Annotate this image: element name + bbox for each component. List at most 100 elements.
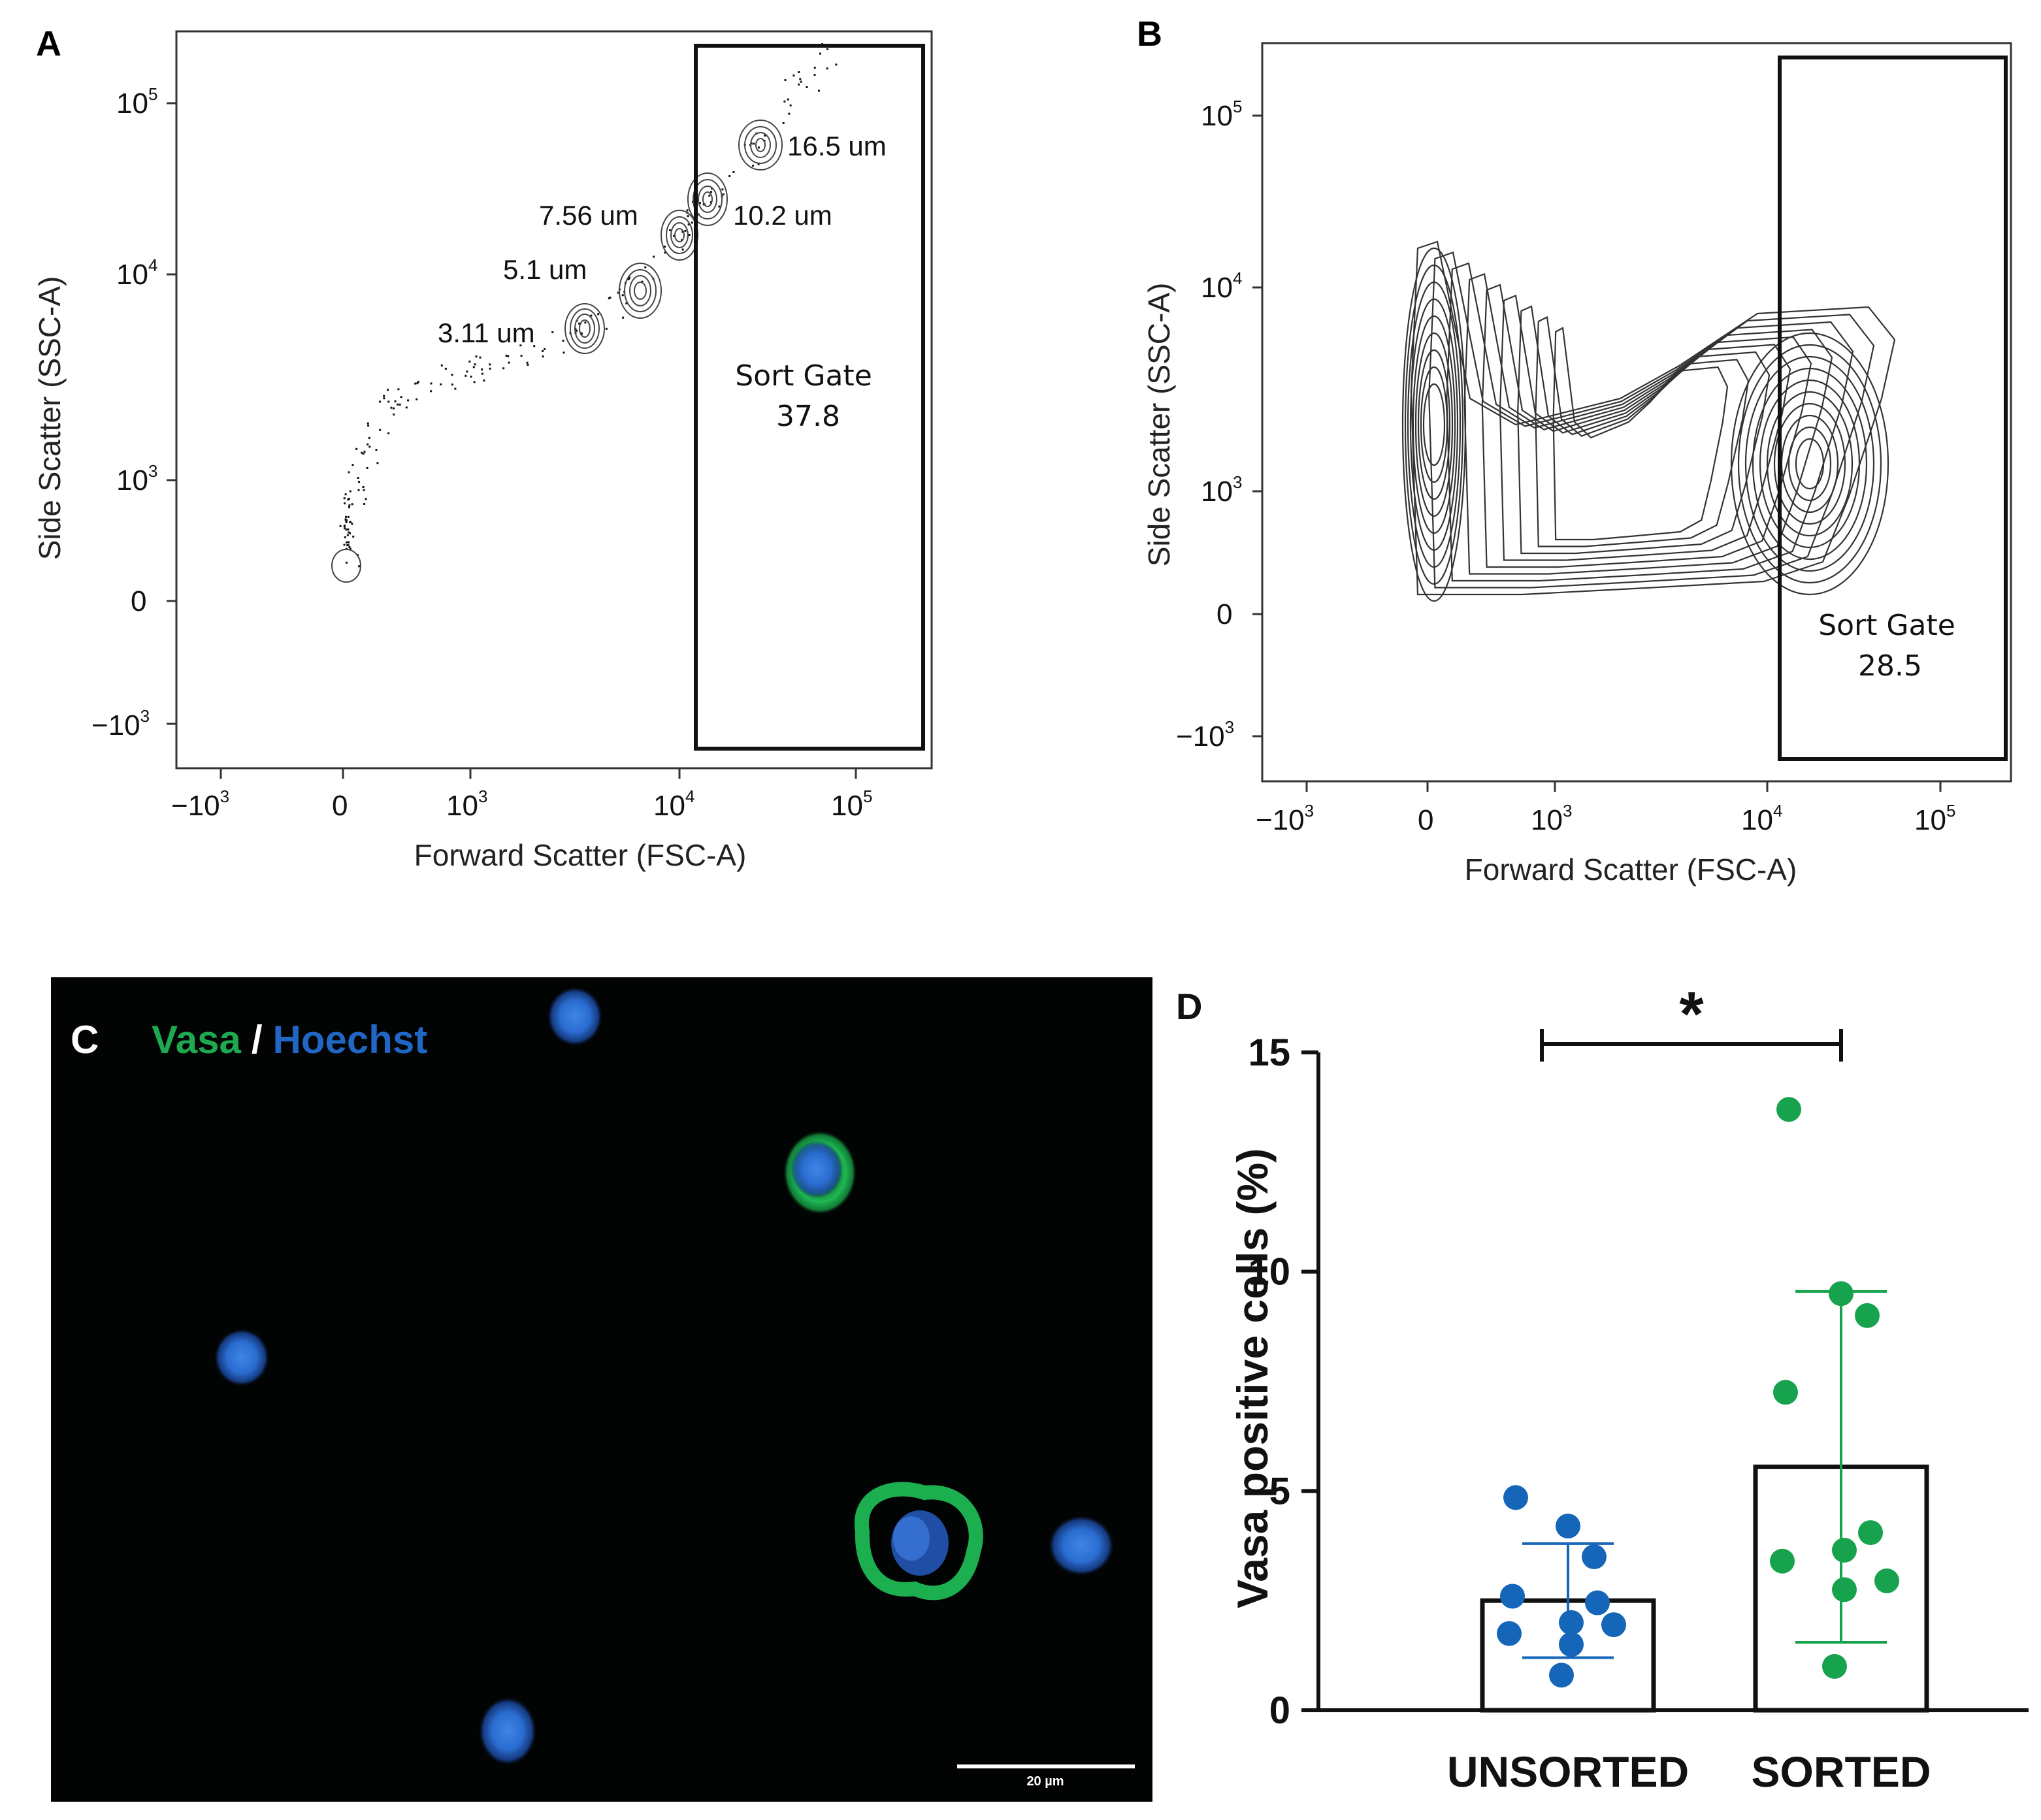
event-dot [347, 498, 350, 501]
data-point-unsorted [1503, 1485, 1528, 1510]
b-ytick-1e3: 103 [1201, 472, 1242, 508]
data-point-unsorted [1497, 1621, 1522, 1646]
event-dot [394, 400, 397, 402]
event-dot [764, 135, 766, 137]
event-dot [664, 246, 666, 248]
event-dot [363, 503, 366, 505]
event-dot [361, 451, 363, 454]
panel-b-x-ticks [1305, 781, 1942, 792]
event-dot [339, 525, 342, 527]
density-contour [1535, 316, 1750, 547]
data-point-unsorted [1582, 1544, 1607, 1570]
event-dot [358, 481, 361, 483]
event-dot [451, 383, 453, 386]
event-dot [481, 372, 483, 375]
panel-b: B Sort Gate 28.5 105 104 103 0 −103 −103… [1137, 14, 2012, 886]
panel-a-plot-frame [175, 30, 933, 770]
panel-a-gate-name: Sort Gate [735, 359, 872, 393]
event-dot [468, 361, 471, 363]
b-ytick-neg1e3: −103 [1176, 717, 1234, 753]
category-label-unsorted: UNSORTED [1447, 1747, 1689, 1796]
b-xtick-1e3: 103 [1531, 801, 1572, 836]
panel-a-y-tick-labels: 105 104 103 0 −103 [91, 84, 157, 741]
event-dot [519, 344, 522, 347]
density-contour [1499, 294, 1791, 561]
event-dot [544, 348, 546, 350]
event-dot [343, 497, 346, 500]
event-dot [508, 361, 510, 364]
event-dot [357, 489, 360, 491]
cell-nucleus-2 [214, 1329, 269, 1386]
event-dot [789, 104, 792, 106]
event-dot [792, 74, 795, 77]
panel-d-significance-bracket [1540, 1029, 1843, 1062]
panel-d-significance-star: * [1679, 979, 1704, 1049]
event-dot [367, 443, 369, 446]
bead-cluster-16um [738, 120, 783, 171]
data-point-sorted [1822, 1653, 1847, 1679]
event-dot [347, 528, 350, 530]
event-dot [387, 432, 390, 434]
event-dot [681, 248, 684, 251]
event-dot [444, 367, 447, 370]
panel-b-y-ticks [1252, 114, 1262, 738]
panel-a-letter: A [36, 24, 61, 63]
event-dot [721, 188, 724, 191]
event-dot [687, 215, 689, 218]
event-dot [472, 366, 475, 368]
event-dot [379, 400, 381, 403]
event-dot [835, 63, 838, 66]
event-dot [376, 462, 379, 464]
event-dot [347, 515, 350, 518]
panel-d-ylabel: Vasa positive cells (%) [1228, 1148, 1277, 1608]
density-contour-peak [1759, 379, 1861, 549]
density-contour-peak [1752, 367, 1868, 561]
event-dot [345, 521, 348, 523]
panel-d: D 0 5 10 15 UNSORTED SORTED * Vasa positive … [1176, 979, 2029, 1796]
event-dot [379, 429, 382, 431]
event-dot [474, 363, 476, 366]
density-contour-debris [1401, 247, 1467, 602]
cell-vasa-positive-1 [783, 1131, 857, 1214]
event-dot [430, 390, 433, 393]
event-dot [363, 489, 365, 491]
event-dot [390, 406, 393, 409]
y-tick-label: 5 [1269, 1470, 1290, 1512]
panel-c: C Vasa / Hoechst 20 µm [51, 977, 1152, 1802]
scale-bar-label: 20 µm [1026, 1774, 1064, 1789]
event-dot [782, 122, 785, 124]
bead-label-16um: 16.5 um [787, 131, 887, 161]
panel-b-y-tick-labels: 105 104 103 0 −103 [1176, 97, 1242, 753]
event-dot [365, 498, 367, 500]
y-tick-label: 0 [1269, 1689, 1290, 1732]
event-dot [451, 374, 453, 376]
category-label-sorted: SORTED [1751, 1747, 1931, 1796]
data-point-sorted [1832, 1577, 1857, 1602]
event-dot [343, 544, 346, 546]
event-dot [352, 535, 355, 538]
event-dot [349, 490, 351, 493]
b-xtick-1e4: 104 [1741, 801, 1782, 836]
event-dot [563, 351, 565, 354]
bead-cluster-10um [687, 172, 728, 226]
data-point-sorted [1829, 1281, 1853, 1307]
event-dot [691, 221, 693, 224]
event-dot [393, 414, 395, 415]
event-dot [416, 382, 419, 385]
density-contour [1463, 273, 1833, 575]
cell-nucleus-4 [479, 1697, 536, 1765]
event-dot [348, 531, 350, 534]
event-dot [351, 503, 353, 506]
density-contour-debris [1420, 366, 1448, 483]
a-xtick-1e3: 103 [446, 787, 487, 822]
event-dot [728, 175, 731, 177]
event-dot [383, 395, 385, 397]
event-dot [799, 78, 802, 80]
event-dot [813, 67, 816, 69]
event-dot [473, 381, 476, 383]
event-dot [533, 345, 536, 348]
panel-b-letter: B [1137, 14, 1162, 54]
panel-a-gate-value: 37.8 [776, 400, 840, 433]
event-dot [362, 486, 365, 488]
event-dot [347, 544, 350, 546]
